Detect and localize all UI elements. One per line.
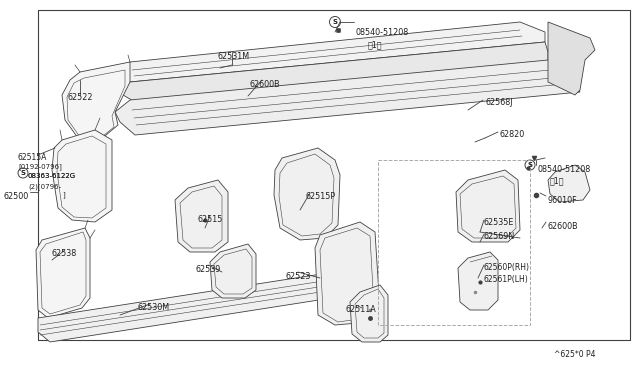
Text: ]: ] [62,191,65,198]
Text: （1）: （1） [550,176,564,185]
Polygon shape [315,222,380,325]
Polygon shape [274,148,340,240]
Text: 62600B: 62600B [250,80,280,89]
Polygon shape [210,244,256,298]
Polygon shape [115,60,580,135]
Polygon shape [115,22,545,82]
Text: 62569N: 62569N [484,232,515,241]
Text: [0192-0796]: [0192-0796] [18,163,62,170]
Text: 62522: 62522 [68,93,93,102]
Text: 62535E: 62535E [484,218,515,227]
Text: 62568J: 62568J [485,98,513,107]
Text: 62560P(RH): 62560P(RH) [484,263,530,272]
Text: S: S [20,170,26,176]
Text: 62538: 62538 [52,249,77,258]
Text: 96010F: 96010F [547,196,577,205]
Polygon shape [175,180,228,252]
Text: 62515: 62515 [198,215,223,224]
Text: 62539: 62539 [196,265,221,274]
Text: 62600B: 62600B [547,222,578,231]
Text: 62523: 62523 [285,272,310,281]
Polygon shape [548,165,590,202]
Text: 62530M: 62530M [138,303,170,312]
Text: （1）: （1） [368,40,383,49]
Polygon shape [36,228,90,318]
Text: 08363-6122G: 08363-6122G [28,173,76,179]
Polygon shape [548,22,595,95]
Text: 08540-51208: 08540-51208 [355,28,408,37]
Polygon shape [118,42,548,102]
Text: 08540-51208: 08540-51208 [537,165,590,174]
Polygon shape [350,285,388,342]
Polygon shape [456,170,520,242]
Text: 62515P: 62515P [306,192,336,201]
Text: 62561P(LH): 62561P(LH) [484,275,529,284]
Text: (2)[0796-: (2)[0796- [28,183,61,190]
Text: 62531M: 62531M [218,52,250,61]
Polygon shape [62,62,130,140]
Text: S: S [333,19,337,25]
Text: 08363-6122G: 08363-6122G [28,173,76,179]
Text: 62820: 62820 [500,130,525,139]
Text: 62515A: 62515A [18,153,47,162]
Polygon shape [38,268,370,342]
Text: 62500: 62500 [4,192,29,201]
Text: S: S [527,162,532,168]
Text: 62511A: 62511A [345,305,376,314]
Text: ^625*0 P4: ^625*0 P4 [554,350,595,359]
Polygon shape [458,252,498,310]
Polygon shape [52,130,112,222]
